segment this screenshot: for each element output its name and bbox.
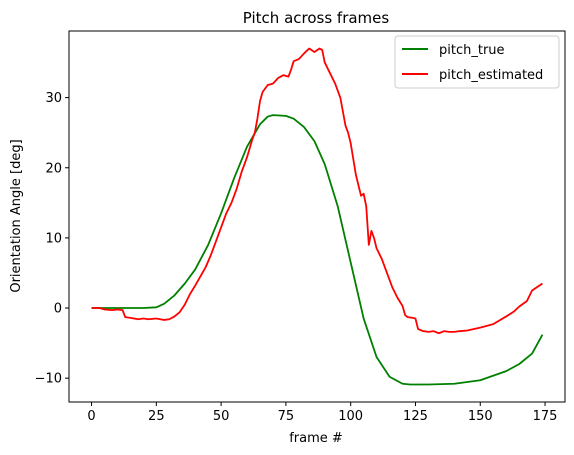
x-tick-label: 150 (468, 409, 493, 424)
x-tick-label: 100 (338, 409, 363, 424)
x-tick-label: 125 (403, 409, 428, 424)
y-tick-label: 10 (45, 231, 62, 246)
x-axis-label: frame # (289, 431, 343, 446)
legend-label-pitch-true: pitch_true (439, 43, 505, 58)
series-line-pitch-estimated (91, 47, 543, 335)
y-tick-label: −10 (35, 372, 62, 387)
x-tick-label: 175 (533, 409, 558, 424)
chart-title: Pitch across frames (243, 9, 390, 27)
legend-box (394, 35, 560, 89)
legend-label-pitch-estimated: pitch_estimated (439, 68, 543, 83)
series-layer (91, 47, 544, 386)
x-tick-label: 50 (213, 409, 230, 424)
legend: pitch_true pitch_estimated (394, 35, 560, 89)
x-tick-label: 75 (278, 409, 295, 424)
plot-area: 0 25 50 75 100 125 150 175 −10 0 10 20 30 (35, 30, 566, 424)
y-tick-label: 20 (45, 161, 62, 176)
series-line-pitch-true (91, 114, 544, 386)
x-tick-label: 0 (87, 409, 95, 424)
y-axis-ticks: −10 0 10 20 30 (35, 91, 69, 387)
y-tick-label: 30 (45, 91, 62, 106)
y-axis-label: Orientation Angle [deg] (9, 139, 24, 292)
x-tick-label: 25 (148, 409, 165, 424)
y-tick-label: 0 (54, 302, 62, 317)
axes-frame (68, 30, 566, 403)
x-axis-ticks: 0 25 50 75 100 125 150 175 (87, 402, 557, 424)
